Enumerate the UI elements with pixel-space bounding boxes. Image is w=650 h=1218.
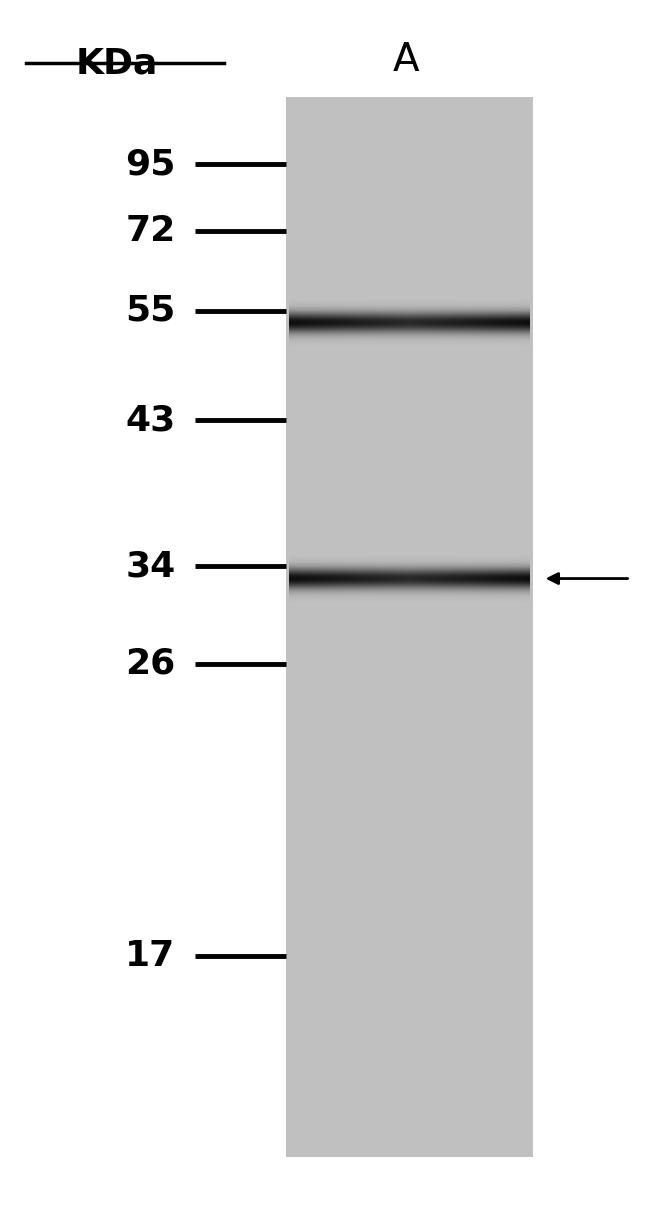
Text: 95: 95 [125,147,176,181]
Text: KDa: KDa [76,46,158,80]
Text: A: A [393,41,419,79]
Text: 72: 72 [125,214,176,248]
Text: 34: 34 [125,549,176,583]
Text: 43: 43 [125,403,176,437]
Text: 26: 26 [125,647,176,681]
Text: 17: 17 [125,939,176,973]
Text: 55: 55 [125,294,176,328]
FancyBboxPatch shape [286,97,533,1157]
